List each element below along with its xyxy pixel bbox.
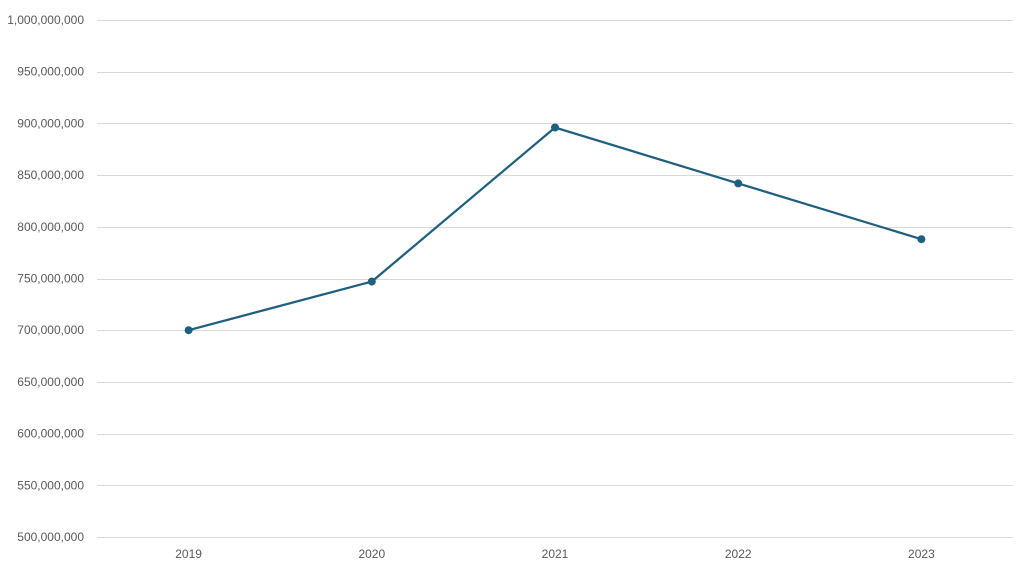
- y-tick-label: 900,000,000: [17, 116, 84, 130]
- y-axis: 500,000,000 550,000,000 600,000,000 650,000…: [7, 13, 84, 544]
- gridlines: [97, 20, 1013, 538]
- y-tick-label: 750,000,000: [17, 272, 84, 286]
- series-line: [187, 126, 923, 332]
- data-point-2020: [367, 277, 376, 286]
- data-point-2022: [734, 179, 743, 188]
- x-tick-label: 2022: [725, 547, 752, 561]
- x-tick-label: 2023: [908, 547, 935, 561]
- y-tick-label: 500,000,000: [17, 530, 84, 544]
- x-tick-label: 2019: [175, 547, 202, 561]
- x-tick-label: 2021: [542, 547, 569, 561]
- series: [184, 123, 926, 335]
- y-tick-label: 850,000,000: [17, 168, 84, 182]
- y-tick-label: 950,000,000: [17, 65, 84, 79]
- y-tick-label: 700,000,000: [17, 323, 84, 337]
- data-point-2019: [184, 326, 193, 335]
- y-tick-label: 1,000,000,000: [7, 13, 84, 27]
- x-axis: 2019 2020 2021 2022 2023: [175, 547, 935, 561]
- y-tick-label: 800,000,000: [17, 220, 84, 234]
- y-tick-label: 550,000,000: [17, 478, 84, 492]
- x-tick-label: 2020: [358, 547, 385, 561]
- data-point-2021: [551, 123, 559, 132]
- y-tick-label: 600,000,000: [17, 427, 84, 441]
- y-tick-label: 650,000,000: [17, 375, 84, 389]
- data-point-2023: [917, 235, 926, 244]
